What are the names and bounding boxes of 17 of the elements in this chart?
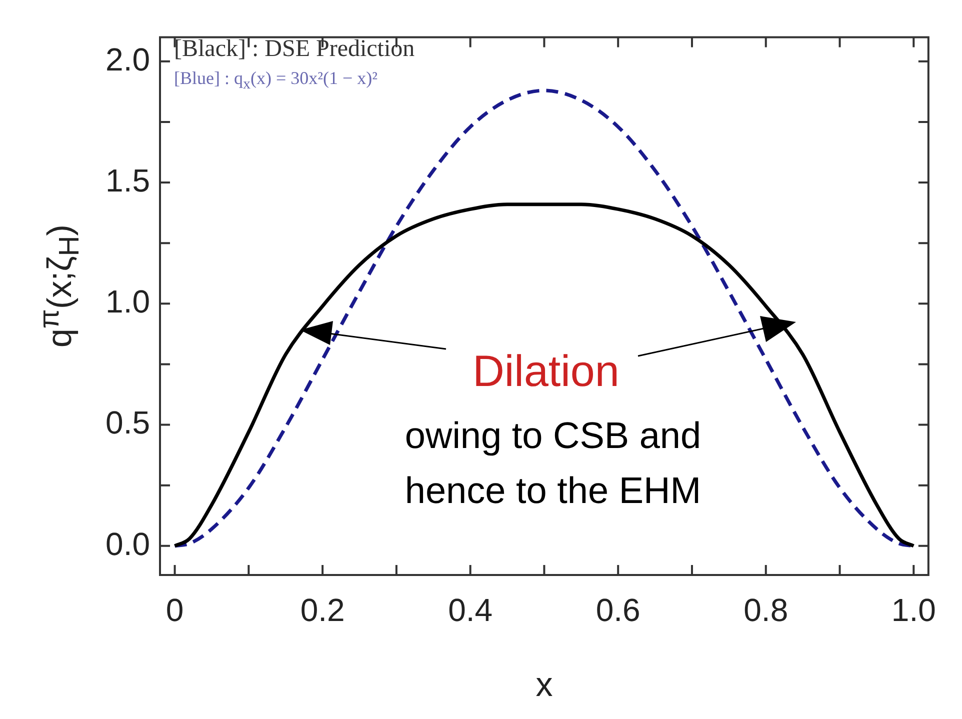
y-tick-label: 1.0 [106,284,150,320]
annotation: [Blue] : q$_{x}$(x) = 30x²(1 − x)² [174,68,378,94]
annotation: [Black] : DSE Prediction [174,36,415,63]
x-tick-label: 1.0 [891,592,936,628]
x-tick-label: 0 [166,592,184,628]
y-tick-label: 0.5 [106,404,150,441]
y-tick-label: 2.0 [106,41,150,78]
y-tick-label: 1.5 [106,162,150,198]
y-tick-label: 0.0 [106,526,150,562]
x-axis-title: x [536,666,553,704]
line-series [173,202,916,548]
x-tick-label: 0.6 [596,592,640,628]
annotation: Dilation [472,347,620,397]
x-tick-label: 0.2 [300,592,345,628]
x-tick-label: 0.4 [448,592,493,628]
annotation: owing to CSB and hence to the EHM [404,414,702,513]
x-tick-label: 0.8 [744,592,788,628]
